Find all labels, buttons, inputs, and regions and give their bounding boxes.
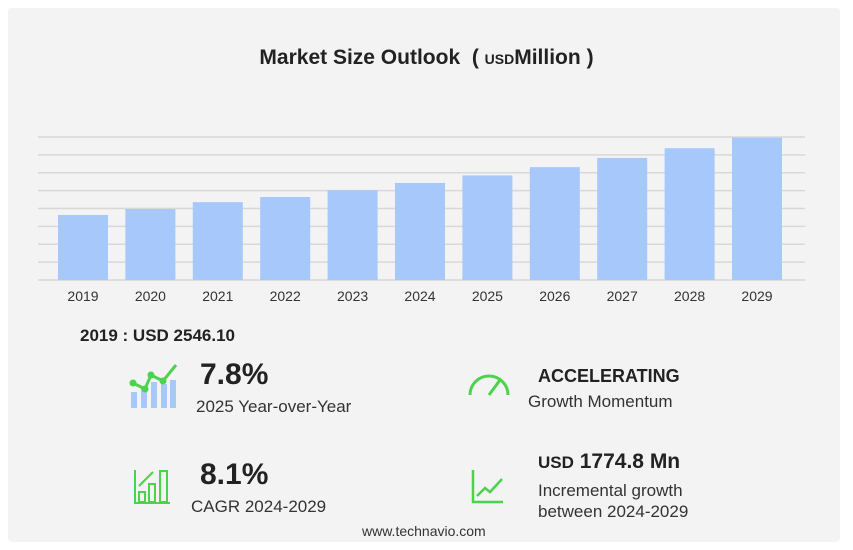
bar-2029 [732,137,782,280]
base-year-value: 2019 : USD 2546.10 [80,326,235,345]
x-tick-label: 2022 [270,288,301,304]
chart-title: Market Size Outlook ( USDMillion ) [259,46,594,69]
incremental-value: USD 1774.8 Mn [538,450,680,474]
x-tick-label: 2023 [337,288,368,304]
incremental-currency: USD [538,453,574,472]
x-tick-label: 2027 [607,288,638,304]
x-tick-label: 2028 [674,288,705,304]
bar-2024 [395,182,445,280]
bar-2020 [125,209,176,280]
x-tick-label: 2021 [202,288,233,304]
momentum-label: Growth Momentum [528,392,673,411]
bar-2021 [192,202,243,280]
bar-2025 [462,175,513,280]
incremental-period: between 2024-2029 [538,502,689,521]
x-tick-label: 2026 [539,288,570,304]
x-tick-label: 2025 [472,288,503,304]
bar-2023 [327,190,378,280]
footer-url: www.technavio.com [362,523,486,539]
incremental-amount: 1774.8 Mn [579,450,681,473]
x-tick-label: 2024 [404,288,435,304]
x-tick-label: 2019 [67,288,98,304]
momentum-value: ACCELERATING [538,366,680,386]
bar-chart: 2019 2020 2021 2022 2023 2024 2025 2026 2027 2028… [38,136,805,304]
x-tick-label: 2029 [741,288,772,304]
x-tick-label: 2020 [135,288,166,304]
bar-2022 [260,197,311,280]
bar-2028 [664,148,715,280]
bar-2027 [597,157,648,280]
cagr-value: 8.1% [200,458,269,491]
bar-2026 [529,167,580,280]
yoy-label: 2025 Year-over-Year [196,397,352,416]
incremental-label: Incremental growth [538,481,683,500]
yoy-value: 7.8% [200,358,269,391]
bar-2019 [58,214,108,280]
cagr-label: CAGR 2024-2029 [191,497,327,516]
